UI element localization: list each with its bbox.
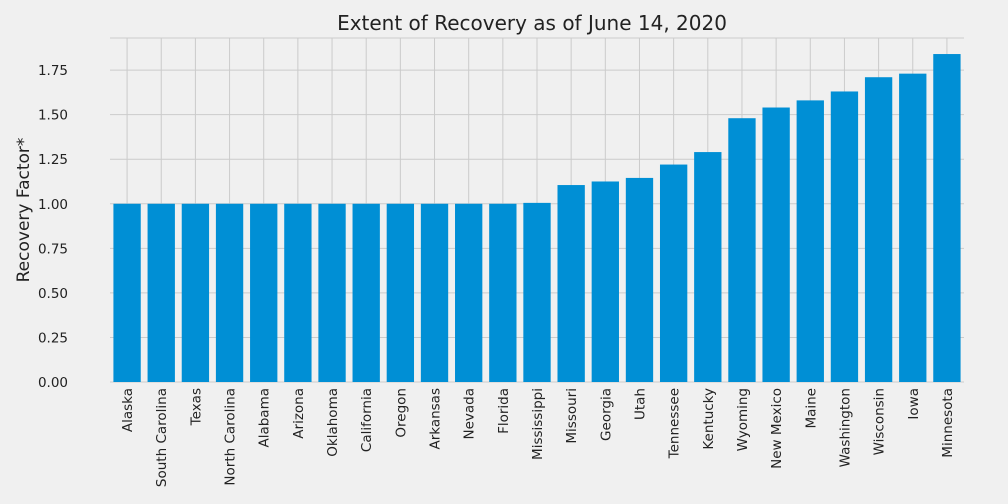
x-tick-label: Arizona: [291, 388, 307, 439]
bar-oregon: [386, 203, 415, 382]
x-tick-label: Missouri: [564, 388, 580, 444]
bar-minnesota: [933, 54, 961, 383]
bar-arizona: [284, 203, 312, 382]
y-tick-label: 0.75: [38, 241, 68, 257]
bar-alabama: [250, 203, 278, 382]
x-tick-label: Iowa: [906, 388, 922, 420]
bar-missouri: [557, 185, 585, 382]
y-ticks: 0.00 0.25 0.50 0.75 1.00 1.25 1.50 1.75: [38, 63, 68, 391]
bar-texas: [181, 203, 210, 382]
bar-alaska: [113, 203, 141, 382]
chart-title: Extent of Recovery as of June 14, 2020: [337, 11, 727, 35]
x-tick-label: Minnesota: [940, 388, 956, 458]
bar-iowa: [899, 73, 927, 382]
x-tick-label: Oregon: [393, 388, 409, 438]
x-tick-label: Wyoming: [735, 388, 751, 451]
x-tick-label: Tennessee: [667, 388, 683, 459]
y-tick-label: 0.00: [38, 375, 68, 391]
x-tick-label: California: [359, 388, 375, 452]
x-tick-label: Florida: [496, 388, 512, 434]
bar-wisconsin: [864, 77, 893, 382]
bar-north-carolina: [215, 203, 244, 382]
bar-wyoming: [728, 118, 756, 383]
bar-georgia: [591, 181, 619, 382]
bar-utah: [625, 177, 654, 382]
x-tick-label: Texas: [188, 388, 204, 426]
bar-washington: [830, 91, 859, 383]
x-tick-label: Alaska: [120, 388, 136, 432]
x-tick-label: Utah: [632, 388, 648, 420]
x-tick-label: Nevada: [462, 388, 478, 440]
bar-nevada: [455, 203, 483, 382]
x-tick-label: Washington: [837, 388, 853, 467]
bar-arkansas: [420, 203, 449, 382]
x-tick-label: Arkansas: [428, 388, 444, 450]
bar-new-mexico: [762, 107, 790, 383]
bars: [113, 54, 961, 383]
x-tick-label: Alabama: [257, 388, 273, 448]
bar-kentucky: [694, 152, 722, 382]
x-tick-label: New Mexico: [769, 388, 785, 469]
bar-oklahoma: [318, 203, 346, 382]
bar-tennessee: [659, 164, 688, 382]
bar-florida: [489, 203, 517, 382]
y-tick-label: 0.50: [38, 286, 68, 302]
y-tick-label: 1.50: [38, 108, 68, 124]
x-tick-label: Georgia: [598, 388, 614, 441]
y-tick-label: 0.25: [38, 330, 68, 346]
x-tick-label: Oklahoma: [325, 388, 341, 457]
bar-south-carolina: [147, 203, 175, 382]
y-tick-label: 1.75: [38, 63, 68, 79]
y-axis-label: Recovery Factor*: [14, 138, 34, 283]
y-tick-label: 1.25: [38, 152, 68, 168]
x-tick-label: Mississippi: [530, 388, 546, 460]
x-ticks: Alaska South Carolina Texas North Carolina A…: [120, 388, 956, 487]
x-tick-label: North Carolina: [223, 388, 239, 486]
x-tick-label: Kentucky: [701, 388, 717, 450]
bar-mississippi: [523, 202, 551, 382]
bar-california: [352, 203, 380, 382]
x-tick-label: Wisconsin: [872, 388, 888, 455]
y-tick-label: 1.00: [38, 197, 68, 213]
bar-maine: [796, 100, 824, 382]
x-tick-label: South Carolina: [154, 388, 170, 487]
x-tick-label: Maine: [803, 388, 819, 429]
